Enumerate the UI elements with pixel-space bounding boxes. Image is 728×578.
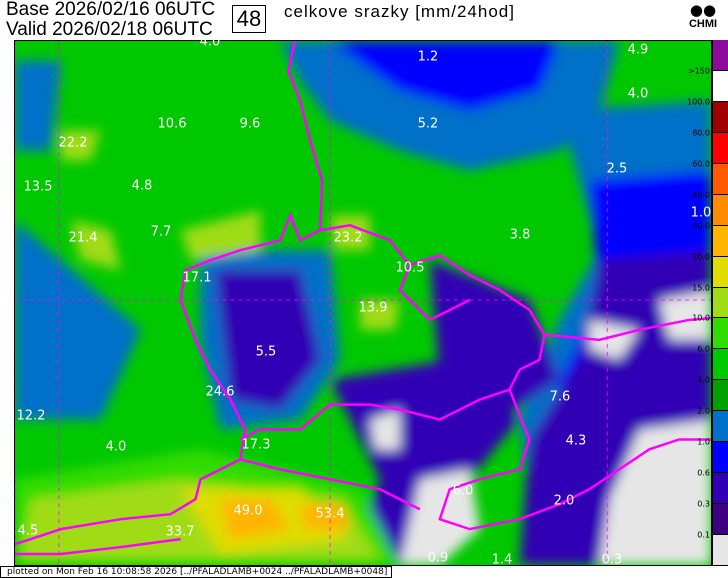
precip-value-label: 0.9 [427,550,449,566]
precip-value-label: 4.5 [17,523,39,539]
precip-value-label: 4.0 [627,86,649,102]
country-borders [15,41,711,556]
precip-value-label: 5.2 [417,116,439,132]
precip-value-label: 17.1 [182,270,212,286]
precip-value-label: 2.5 [606,161,628,177]
precip-value-label: 23.2 [333,230,363,246]
precip-value-label: 4.9 [627,42,649,58]
precip-value-label: 17.3 [241,437,271,453]
precip-value-label: 7.6 [549,389,571,405]
colorbar [712,40,728,566]
precip-value-label: 6.0 [452,483,474,499]
colorbar-segment [712,101,728,133]
precip-value-label: 7.7 [150,224,172,240]
colorbar-segment [712,163,728,195]
valid-time: Valid 2026/02/18 06UTC [6,19,213,40]
colorbar-segment [712,411,728,443]
logo-text: CHMI [688,18,718,30]
precip-value-label: 1.2 [417,49,439,65]
precip-value-label: 1.0 [690,205,712,221]
colorbar-segment [712,380,728,412]
colorbar-segment [712,256,728,288]
colorbar-segment [712,194,728,226]
base-time: Base 2026/02/16 06UTC [6,0,216,20]
colorbar-segment [712,504,728,536]
colorbar-segment [712,318,728,350]
map-title: celkove srazky [mm/24hod] [284,2,515,21]
precip-value-label: 9.6 [239,116,261,132]
forecast-hour: 48 [232,5,266,33]
precip-value-label: 4.0 [105,439,127,455]
colorbar-segment [712,442,728,474]
colorbar-segment [712,287,728,319]
colorbar-segment [712,132,728,164]
colorbar-segment [712,40,728,71]
precip-value-label: 3.8 [509,227,531,243]
precip-value-label: 4.8 [131,178,153,194]
precip-value-label: 4.3 [565,433,587,449]
footer-plotted: plotted on Mon Feb 16 10:08:58 2026 [../… [0,566,392,578]
colorbar-segment [712,473,728,505]
precipitation-map [14,40,712,566]
precip-value-label: 24.6 [205,384,235,400]
precip-value-label: 22.2 [58,135,88,151]
colorbar-segment [712,70,728,102]
precip-value-label: 1.4 [491,552,513,568]
precip-value-label: 4.0 [199,34,221,50]
logo-icon: ●● [689,1,717,19]
precip-value-label: 10.5 [395,260,425,276]
precip-value-label: 0.3 [601,552,623,568]
precip-value-label: 10.6 [157,116,187,132]
chmi-logo: ●● CHMI [682,2,724,36]
colorbar-segment [712,349,728,381]
colorbar-segment [712,225,728,257]
precip-value-label: 21.4 [68,230,98,246]
precip-value-label: 49.0 [233,503,263,519]
precip-value-label: 13.5 [23,179,53,195]
precip-value-label: 2.0 [553,493,575,509]
precip-value-label: 33.7 [165,524,195,540]
colorbar-segment [712,535,728,566]
precip-value-label: 13.9 [358,300,388,316]
precip-value-label: 12.2 [16,408,46,424]
precip-value-label: 53.4 [315,506,345,522]
precip-value-label: 5.5 [255,344,277,360]
